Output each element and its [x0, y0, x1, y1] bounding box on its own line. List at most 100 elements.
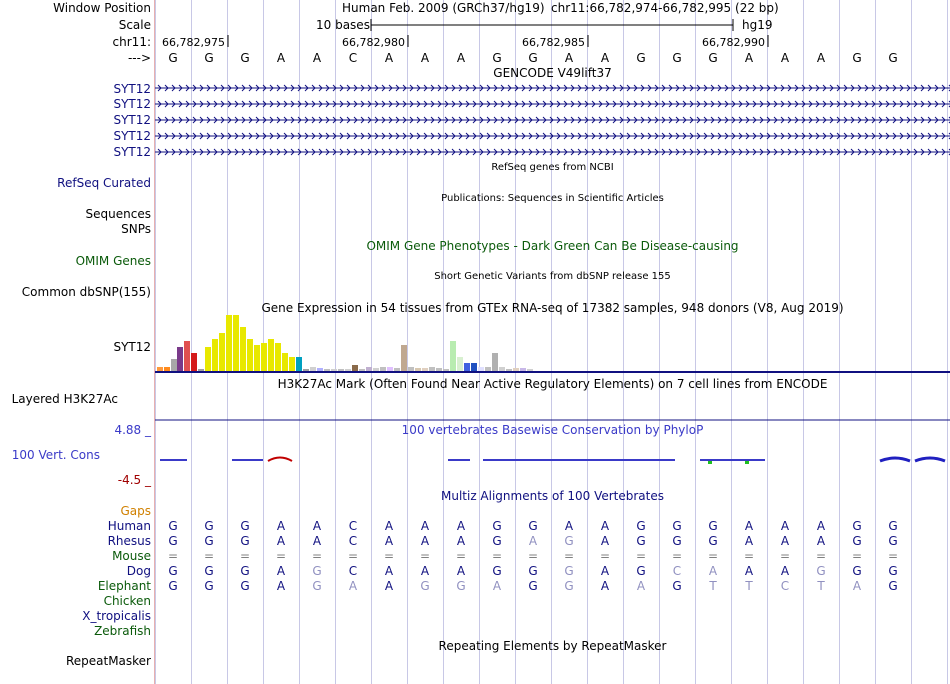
strand-arrow — [570, 132, 575, 140]
cons-track-label[interactable]: 100 Vert. Cons — [11, 448, 100, 462]
strand-arrow — [570, 116, 575, 124]
alignment-base-mouse: = — [275, 549, 287, 563]
strand-arrow — [654, 148, 659, 156]
alignment-base-elephant: A — [384, 579, 394, 593]
strand-arrow — [549, 148, 554, 156]
gtex-expression-bars[interactable] — [155, 314, 950, 374]
reference-base: G — [492, 51, 502, 65]
multiz-track-title: Multiz Alignments of 100 Vertebrates — [440, 489, 665, 503]
strand-arrow — [850, 132, 855, 140]
strand-arrow — [409, 148, 414, 156]
strand-arrow — [563, 84, 568, 92]
strand-arrow — [325, 116, 330, 124]
strand-arrow — [178, 148, 183, 156]
strand-arrow — [675, 148, 680, 156]
species-chicken-label[interactable]: Chicken — [103, 594, 151, 608]
alignment-base-elephant: A — [600, 579, 610, 593]
gaps-label[interactable]: Gaps — [120, 504, 151, 518]
strand-arrow — [178, 100, 183, 108]
gene-label-syt12-4[interactable]: SYT12 — [113, 129, 151, 143]
species-xtropicalis-label[interactable]: X_tropicalis — [82, 609, 151, 623]
strand-arrow — [402, 100, 407, 108]
strand-arrow — [864, 148, 869, 156]
strand-arrow — [731, 100, 736, 108]
gtex-gene-label[interactable]: SYT12 — [113, 340, 151, 354]
species-mouse-label[interactable]: Mouse — [112, 549, 151, 563]
publications-track-title: Publications: Sequences in Scientific Ar… — [441, 193, 664, 204]
strand-arrow — [815, 116, 820, 124]
gene-label-syt12-5[interactable]: SYT12 — [113, 145, 151, 159]
coord-tick-2: 66,782,980 — [342, 36, 405, 49]
species-zebrafish-label[interactable]: Zebrafish — [94, 624, 151, 638]
alignment-base-mouse: = — [203, 549, 215, 563]
strand-arrow — [549, 132, 554, 140]
strand-arrow — [731, 116, 736, 124]
strand-arrow — [591, 132, 596, 140]
strand-arrow — [780, 84, 785, 92]
gtex-tissue-bar — [171, 359, 177, 371]
repeatmasker-label[interactable]: RepeatMasker — [65, 654, 151, 668]
strand-arrow — [451, 100, 456, 108]
reference-base: G — [852, 51, 862, 65]
strand-arrow — [409, 100, 414, 108]
strand-arrow — [913, 84, 918, 92]
dbsnp-track-title: Short Genetic Variants from dbSNP releas… — [434, 271, 671, 282]
strand-arrow — [458, 116, 463, 124]
strand-arrow — [773, 148, 778, 156]
common-dbsnp-label[interactable]: Common dbSNP(155) — [21, 285, 151, 299]
strand-arrow — [409, 116, 414, 124]
gridline — [587, 0, 588, 684]
strand-arrow — [234, 84, 239, 92]
strand-arrow — [612, 132, 617, 140]
strand-arrow — [626, 100, 631, 108]
scale-label: Scale — [118, 18, 151, 32]
strand-arrow — [437, 116, 442, 124]
alignment-base-human: G — [528, 519, 538, 533]
reference-base: C — [348, 51, 358, 65]
strand-arrow — [437, 148, 442, 156]
h3k27ac-label[interactable]: Layered H3K27Ac — [11, 392, 118, 406]
sequences-label[interactable]: Sequences — [85, 207, 151, 221]
syt12-transcripts[interactable] — [155, 82, 950, 156]
species-human-label[interactable]: Human — [107, 519, 151, 533]
strand-arrow — [486, 132, 491, 140]
strand-arrow — [738, 100, 743, 108]
strand-arrow — [899, 132, 904, 140]
alignment-base-human: G — [888, 519, 898, 533]
strand-arrow — [367, 84, 372, 92]
strand-arrow — [304, 132, 309, 140]
strand-arrow — [759, 148, 764, 156]
species-dog-label[interactable]: Dog — [126, 564, 151, 578]
strand-arrow — [402, 148, 407, 156]
gtex-tissue-bar — [233, 315, 239, 371]
omim-genes-label[interactable]: OMIM Genes — [75, 254, 151, 268]
species-rhesus-label[interactable]: Rhesus — [107, 534, 151, 548]
species-elephant-label[interactable]: Elephant — [97, 579, 151, 593]
gridline — [875, 0, 876, 684]
strand-arrow — [213, 148, 218, 156]
strand-arrow — [269, 100, 274, 108]
strand-arrow — [381, 100, 386, 108]
gene-label-syt12-1[interactable]: SYT12 — [113, 82, 151, 96]
phylop-conservation-plot — [160, 456, 946, 464]
strand-arrow — [360, 132, 365, 140]
strand-arrow — [234, 148, 239, 156]
strand-arrow — [199, 116, 204, 124]
strand-arrow — [213, 84, 218, 92]
strand-arrow — [521, 148, 526, 156]
gene-label-syt12-3[interactable]: SYT12 — [113, 113, 151, 127]
refseq-track-title: RefSeq genes from NCBI — [491, 162, 614, 173]
refseq-curated-label[interactable]: RefSeq Curated — [57, 176, 151, 190]
snps-label[interactable]: SNPs — [121, 222, 151, 236]
gridline — [515, 0, 516, 684]
strand-arrow — [801, 132, 806, 140]
strand-arrow — [395, 100, 400, 108]
strand-arrow — [766, 132, 771, 140]
alignment-base-elephant: A — [492, 579, 502, 593]
reference-base: A — [600, 51, 610, 65]
strand-arrow — [941, 84, 946, 92]
alignment-base-mouse: = — [527, 549, 539, 563]
gene-label-syt12-2[interactable]: SYT12 — [113, 97, 151, 111]
strand-arrow — [157, 132, 162, 140]
gtex-tissue-bar — [219, 333, 225, 371]
